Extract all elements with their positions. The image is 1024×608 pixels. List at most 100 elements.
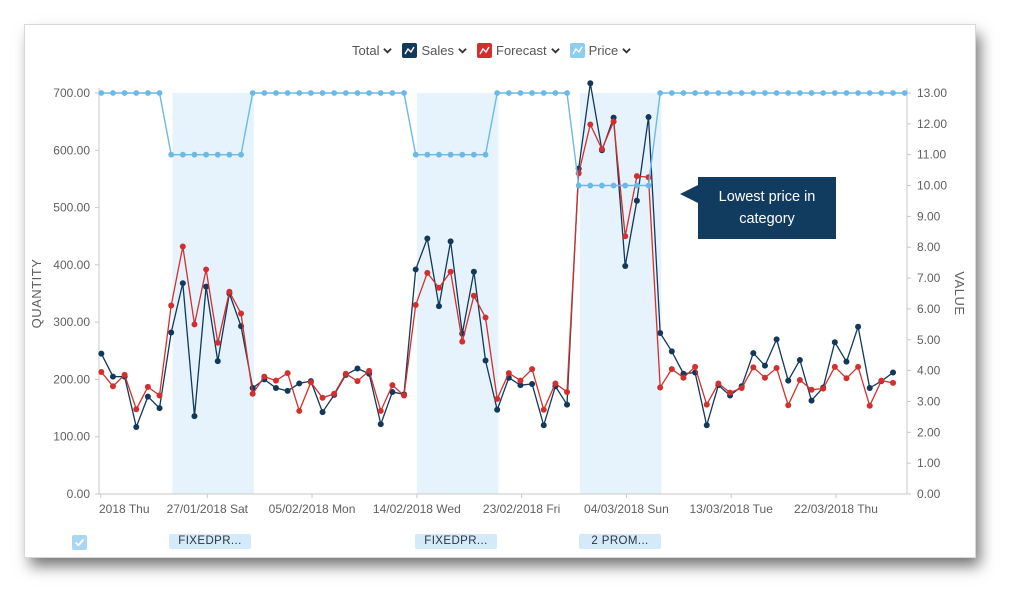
forecast-point — [785, 402, 792, 409]
annotation-line-1: Lowest price in — [718, 189, 816, 205]
x-tick-label: 13/03/2018 Tue — [689, 502, 773, 516]
chevron-down-icon — [622, 47, 631, 54]
y-tick-right-label: 4.00 — [917, 364, 941, 378]
price-point — [692, 90, 699, 96]
forecast-point — [366, 367, 373, 374]
price-point — [459, 151, 466, 158]
sales-point — [657, 330, 664, 337]
price-point — [98, 90, 105, 96]
x-tick-label: 05/02/2018 Mon — [269, 502, 356, 516]
price-point — [447, 151, 454, 158]
price-point — [610, 182, 617, 189]
forecast-point — [680, 374, 687, 381]
forecast-point — [529, 366, 536, 373]
forecast-point — [98, 368, 105, 375]
sales-point — [529, 381, 536, 388]
sales-point — [435, 303, 442, 310]
forecast-point — [808, 386, 815, 393]
price-point — [226, 151, 233, 158]
price-point — [436, 151, 442, 158]
price-point — [762, 90, 768, 96]
forecast-point — [703, 401, 710, 408]
legend-forecast[interactable]: Forecast — [477, 42, 560, 58]
sales-point — [377, 421, 384, 428]
promo-label-2[interactable]: FIXEDPR... — [415, 534, 497, 549]
price-point — [622, 182, 629, 189]
sales-point — [214, 358, 221, 365]
price-point — [412, 151, 419, 158]
sales-point — [133, 423, 140, 430]
select-all-checkbox[interactable] — [72, 535, 87, 550]
forecast-point — [447, 268, 454, 275]
y-tick-right-label: 7.00 — [917, 271, 941, 285]
sales-point — [272, 385, 279, 392]
sales-point — [866, 385, 873, 392]
price-point — [564, 90, 570, 96]
legend-sales[interactable]: Sales — [402, 42, 467, 58]
price-point — [668, 90, 675, 96]
y-axis-right-title: VALUE — [952, 271, 967, 315]
line-chart-icon — [402, 42, 418, 58]
sales-point — [517, 382, 524, 389]
legend-sales-label: Sales — [421, 42, 454, 58]
sales-point — [494, 406, 501, 413]
forecast-point — [156, 392, 163, 399]
y-tick-right-label: 1.00 — [917, 456, 941, 470]
y-tick-right-label: 8.00 — [917, 240, 941, 254]
price-point — [738, 90, 745, 96]
price-point — [750, 90, 757, 96]
sales-point — [470, 268, 477, 275]
sales-point — [855, 323, 862, 330]
forecast-point — [261, 373, 268, 380]
forecast-point — [878, 377, 885, 384]
promo-label-1[interactable]: FIXEDPR... — [169, 534, 251, 549]
price-point — [575, 182, 582, 189]
price-point — [703, 90, 710, 96]
price-point — [203, 151, 210, 158]
promo-band — [579, 93, 662, 494]
sales-point — [179, 280, 186, 287]
price-point — [680, 90, 687, 96]
forecast-point — [377, 407, 384, 414]
forecast-point — [191, 321, 198, 328]
forecast-point — [622, 233, 629, 240]
forecast-point — [238, 310, 245, 317]
price-point — [901, 90, 908, 96]
sales-point — [354, 365, 361, 372]
sales-point — [98, 350, 105, 357]
price-point — [179, 151, 186, 158]
forecast-point — [109, 383, 116, 390]
forecast-point — [598, 146, 605, 153]
forecast-point — [121, 371, 128, 378]
price-point — [424, 151, 431, 158]
legend: Total Sales Forecast Price — [352, 39, 641, 61]
price-point — [878, 90, 885, 96]
sales-point — [109, 373, 116, 380]
price-point — [273, 90, 279, 96]
promo-label-3[interactable]: 2 PROM... — [579, 534, 661, 549]
x-tick-label: 22/03/2018 Thu — [794, 502, 878, 516]
y-tick-left-label: 400.00 — [53, 258, 90, 272]
annotation-arrow — [680, 185, 698, 203]
price-point — [808, 90, 815, 96]
legend-price[interactable]: Price — [569, 42, 632, 58]
forecast-point — [564, 389, 571, 396]
price-point — [727, 90, 733, 96]
price-point — [261, 90, 268, 96]
price-point — [505, 90, 512, 96]
forecast-point — [610, 118, 617, 125]
y-tick-right-label: 5.00 — [917, 333, 941, 347]
y-tick-left-label: 100.00 — [53, 430, 90, 444]
price-point — [377, 90, 384, 96]
y-tick-left-label: 0.00 — [67, 487, 91, 501]
price-point — [552, 90, 559, 96]
promo-band — [172, 93, 254, 494]
forecast-point — [773, 364, 780, 371]
forecast-point — [633, 173, 640, 180]
sales-point — [284, 387, 291, 394]
forecast-point — [296, 407, 303, 414]
forecast-point — [750, 364, 757, 371]
legend-total[interactable]: Total — [352, 43, 393, 58]
price-point — [855, 90, 862, 96]
